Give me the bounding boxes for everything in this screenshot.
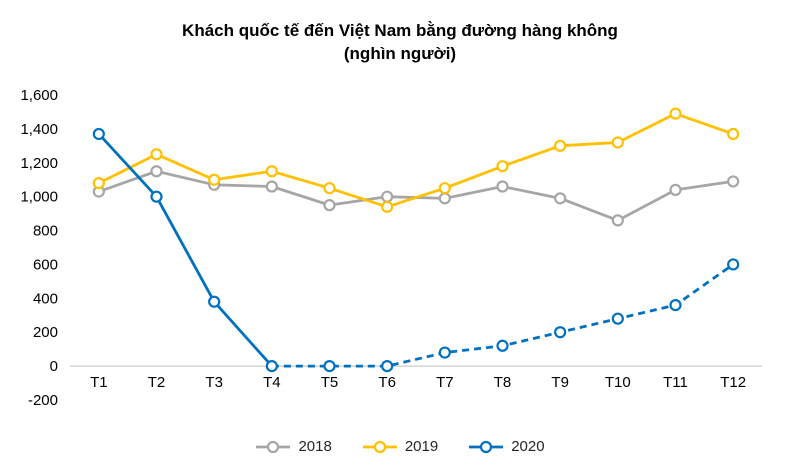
- legend-item-2020: 2020: [468, 438, 545, 455]
- point-2018-T10: [611, 214, 624, 227]
- y-axis-tick-label: 1,400: [20, 121, 58, 138]
- point-2018-T2: [150, 165, 163, 178]
- point-2019-T3: [208, 173, 221, 186]
- y-axis-tick-label: 1,200: [20, 155, 58, 172]
- point-2020-T6: [381, 360, 394, 373]
- legend-label-2020: 2020: [511, 438, 545, 455]
- point-2018-T9: [554, 192, 567, 205]
- point-2019-T6: [381, 200, 394, 213]
- chart-title: Khách quốc tế đến Việt Nam bằng đường hà…: [0, 20, 800, 66]
- point-2019-T1: [92, 177, 105, 190]
- chart-title-line2: (nghìn người): [343, 43, 457, 63]
- point-2018-T12: [727, 175, 740, 188]
- x-axis-tick-label: T10: [605, 374, 631, 391]
- point-2020-T1: [92, 127, 105, 141]
- legend-marker-2018: [256, 440, 291, 453]
- y-axis-tick-label: 800: [33, 223, 58, 240]
- series-line-2018: [97, 169, 735, 222]
- legend-marker-2019: [362, 440, 397, 453]
- legend-label-2019: 2019: [404, 438, 439, 455]
- point-2019-T9: [554, 139, 567, 152]
- point-2018-T4: [265, 180, 278, 193]
- y-axis-tick-label: 1,600: [20, 87, 58, 104]
- x-axis-tick-label: T5: [321, 374, 339, 391]
- point-2018-T8: [496, 180, 509, 193]
- y-axis-tick-label: 600: [33, 256, 58, 273]
- series-line-2019: [97, 112, 735, 209]
- y-axis-tick-label: 1,000: [20, 189, 58, 206]
- point-2020-T8: [496, 339, 509, 352]
- x-axis-tick-label: T6: [378, 374, 396, 391]
- x-axis-tick-label: T12: [720, 374, 746, 391]
- x-axis-tick-label: T11: [663, 374, 688, 391]
- x-axis-tick-label: T7: [436, 374, 454, 391]
- point-2020-T3: [208, 295, 221, 308]
- point-2020-T7: [438, 346, 451, 359]
- legend-item-2019: 2019: [362, 438, 438, 455]
- point-2018-T11: [669, 183, 682, 196]
- x-axis-tick-label: T9: [551, 374, 569, 391]
- x-axis-tick-label: T3: [205, 374, 223, 391]
- chart-title-line1: Khách quốc tế đến Việt Nam bằng đường hà…: [182, 21, 618, 40]
- chart-legend: 2018 2019 2020: [0, 438, 800, 455]
- legend-item-2018: 2018: [255, 438, 332, 455]
- x-axis-tick-label: T8: [494, 374, 512, 391]
- point-2020-T12: [727, 258, 740, 271]
- series-line-2020-solid: [97, 132, 274, 368]
- y-axis-tick-label: -200: [28, 392, 58, 409]
- legend-marker-2020: [469, 440, 504, 453]
- point-2020-T9: [554, 326, 567, 339]
- x-axis-tick-label: T2: [148, 374, 166, 391]
- point-2020-T10: [611, 312, 624, 325]
- point-2019-T8: [496, 160, 509, 173]
- point-2018-T6: [381, 190, 394, 203]
- point-2020-T5: [323, 360, 336, 373]
- point-2020-T4: [265, 360, 278, 373]
- y-axis-tick-label: 0: [50, 358, 58, 375]
- y-axis-tick-label: 400: [33, 290, 58, 307]
- point-2019-T10: [611, 136, 624, 149]
- point-2020-T2: [150, 190, 163, 203]
- point-2019-T4: [265, 165, 278, 178]
- x-axis-tick-label: T4: [263, 374, 281, 391]
- legend-label-2018: 2018: [298, 438, 332, 455]
- point-2019-T7: [438, 182, 451, 195]
- point-2019-T2: [150, 148, 163, 161]
- point-2019-T5: [323, 182, 336, 195]
- point-2019-T11: [669, 107, 682, 120]
- point-2020-T11: [669, 299, 682, 312]
- point-2019-T12: [727, 127, 740, 141]
- x-axis-tick-label: T1: [90, 374, 108, 391]
- y-axis-tick-label: 200: [33, 324, 58, 341]
- point-2018-T7: [438, 192, 451, 205]
- point-2018-T5: [323, 199, 336, 212]
